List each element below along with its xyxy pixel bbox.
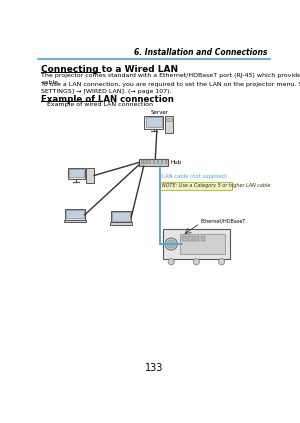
Text: Ethernet/HDBaseT: Ethernet/HDBaseT [200, 218, 246, 223]
Text: LAN cable (not supplied): LAN cable (not supplied) [162, 174, 227, 179]
FancyBboxPatch shape [111, 211, 131, 222]
Bar [141, 160, 144, 164]
Bar [157, 160, 159, 164]
FancyBboxPatch shape [146, 117, 162, 126]
Bar [161, 160, 163, 164]
Circle shape [169, 242, 173, 246]
Bar [188, 236, 193, 241]
Text: Server: Server [150, 110, 168, 115]
FancyBboxPatch shape [139, 159, 169, 166]
FancyBboxPatch shape [145, 116, 163, 129]
Bar [194, 236, 199, 241]
FancyBboxPatch shape [110, 222, 132, 225]
Bar [182, 236, 187, 241]
FancyBboxPatch shape [166, 118, 172, 121]
FancyBboxPatch shape [86, 168, 94, 183]
FancyBboxPatch shape [165, 116, 173, 133]
FancyBboxPatch shape [68, 168, 85, 179]
Text: Example of LAN connection: Example of LAN connection [41, 95, 174, 104]
FancyBboxPatch shape [181, 234, 225, 254]
Circle shape [167, 240, 175, 248]
FancyBboxPatch shape [112, 212, 130, 220]
FancyBboxPatch shape [64, 209, 85, 220]
Bar [145, 160, 148, 164]
Text: The projector comes standard with a Ethernet/HDBaseT port (RJ-45) which provides: The projector comes standard with a Ethe… [41, 73, 300, 85]
FancyBboxPatch shape [160, 182, 232, 190]
Text: Example of wired LAN connection: Example of wired LAN connection [47, 102, 153, 107]
FancyBboxPatch shape [66, 210, 84, 218]
FancyBboxPatch shape [69, 169, 84, 177]
Circle shape [193, 258, 200, 265]
Text: NOTE: Use a Category 5 or higher LAN cable: NOTE: Use a Category 5 or higher LAN cab… [162, 184, 271, 188]
Text: 133: 133 [145, 363, 163, 373]
Text: Connecting to a Wired LAN: Connecting to a Wired LAN [41, 66, 178, 74]
Bar [201, 236, 205, 241]
Text: To use a LAN connection, you are required to set the LAN on the projector menu. : To use a LAN connection, you are require… [41, 82, 300, 94]
Circle shape [168, 258, 174, 265]
Bar [149, 160, 152, 164]
Text: 6. Installation and Connections: 6. Installation and Connections [134, 48, 268, 57]
Bar [165, 160, 167, 164]
FancyBboxPatch shape [163, 229, 230, 259]
Circle shape [218, 258, 225, 265]
Circle shape [165, 238, 177, 250]
Bar [153, 160, 155, 164]
FancyBboxPatch shape [64, 220, 86, 222]
Text: Hub: Hub [170, 160, 181, 165]
